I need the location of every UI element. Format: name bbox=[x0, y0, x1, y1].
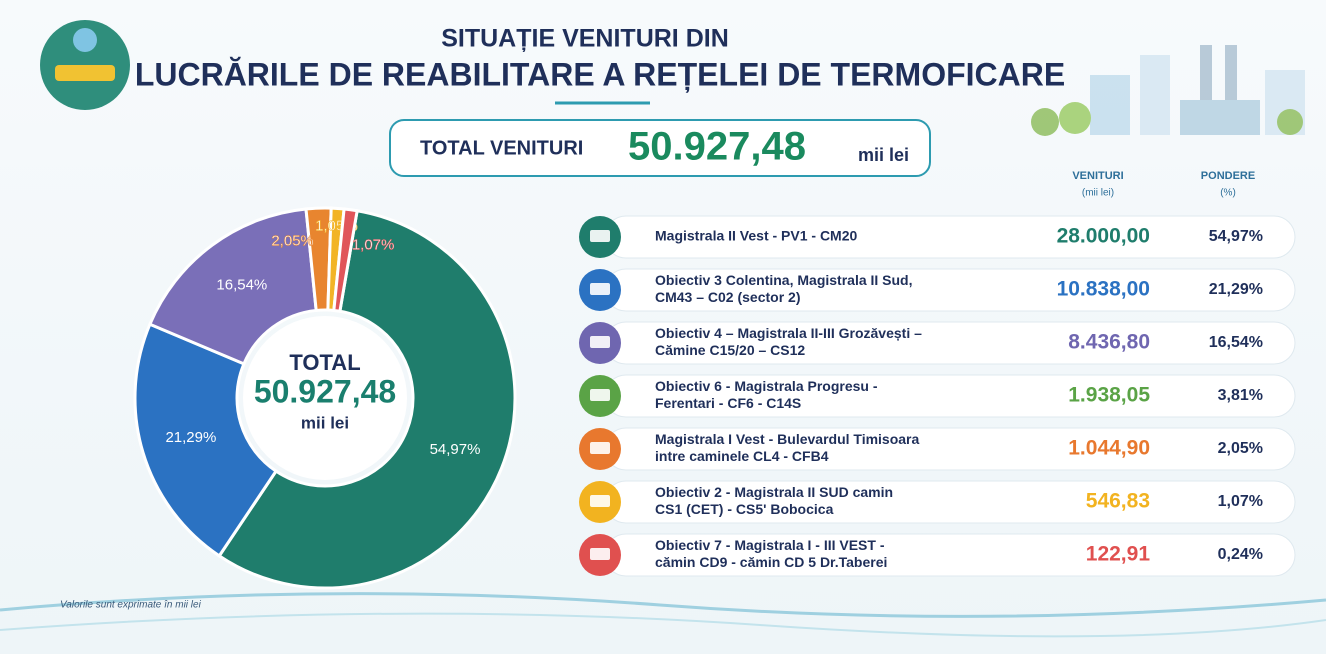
center-unit: mii lei bbox=[301, 413, 349, 432]
row-name: Obiectiv 2 - Magistrala II SUD camin bbox=[655, 484, 893, 500]
row-share: 3,81% bbox=[1218, 387, 1263, 404]
row-name: Cămine C15/20 – CS12 bbox=[655, 342, 805, 358]
row-share: 16,54% bbox=[1209, 334, 1263, 351]
total-box bbox=[389, 119, 931, 177]
row-share: 54,97% bbox=[1209, 228, 1263, 245]
slice-label: 21,29% bbox=[165, 429, 216, 446]
total-label: TOTAL VENITURI bbox=[420, 137, 583, 159]
total-value: 50.927,48 bbox=[628, 125, 806, 169]
title-line-2: LUCRĂRILE DE REABILITARE A REȚELEI DE TE… bbox=[135, 56, 1065, 92]
slice-label: 2,05% bbox=[271, 232, 314, 249]
row-share: 0,24% bbox=[1218, 546, 1263, 563]
logo-detail bbox=[55, 65, 115, 81]
row-name: Obiectiv 6 - Magistrala Progresu - bbox=[655, 378, 878, 394]
pie-slice bbox=[133, 322, 279, 558]
column-title: VENITURI bbox=[1072, 170, 1123, 182]
pie-slice bbox=[217, 209, 517, 590]
row-name: Magistrala II Vest - PV1 - CM20 bbox=[655, 228, 858, 244]
donut-center bbox=[243, 316, 407, 480]
row-revenue: 122,91 bbox=[1086, 543, 1151, 566]
row-icon-glyph bbox=[590, 389, 610, 401]
row-name: CM43 – C02 (sector 2) bbox=[655, 289, 801, 305]
footnote: Valorile sunt exprimate în mii lei bbox=[60, 600, 202, 611]
row-name: Magistrala I Vest - Bulevardul Timisoara bbox=[655, 431, 919, 447]
center-value: 50.927,48 bbox=[254, 373, 396, 409]
wave bbox=[0, 592, 1326, 618]
row-revenue: 28.000,00 bbox=[1057, 225, 1150, 248]
row-name: cămin CD9 - cămin CD 5 Dr.Taberei bbox=[655, 554, 887, 570]
title-line-1: SITUAȚIE VENITURI DIN bbox=[441, 25, 729, 53]
row-icon-glyph bbox=[590, 230, 610, 242]
slice-label: 54,97% bbox=[430, 441, 481, 458]
logo-detail bbox=[73, 28, 97, 52]
column-unit: (%) bbox=[1220, 188, 1236, 199]
pie-slice bbox=[147, 207, 318, 366]
row-name: Obiectiv 7 - Magistrala I - III VEST - bbox=[655, 537, 885, 553]
row-icon-glyph bbox=[590, 442, 610, 454]
slice-label: 1,07% bbox=[352, 236, 395, 253]
row-icon-glyph bbox=[590, 548, 610, 560]
row-icon-glyph bbox=[590, 336, 610, 348]
total-unit: mii lei bbox=[858, 145, 909, 165]
pie-slice bbox=[332, 207, 359, 314]
row-revenue: 1.044,90 bbox=[1068, 437, 1150, 460]
row-share: 21,29% bbox=[1209, 281, 1263, 298]
column-unit: (mii lei) bbox=[1082, 188, 1114, 199]
row-icon-glyph bbox=[590, 495, 610, 507]
row-name: intre caminele CL4 - CFB4 bbox=[655, 448, 829, 464]
row-name: Ferentari - CF6 - C14S bbox=[655, 395, 801, 411]
wave bbox=[0, 612, 1326, 638]
city-illustration bbox=[1031, 45, 1305, 136]
row-revenue: 546,83 bbox=[1086, 490, 1150, 513]
row-share: 2,05% bbox=[1218, 440, 1263, 457]
column-title: PONDERE bbox=[1201, 170, 1255, 182]
row-icon-glyph bbox=[590, 283, 610, 295]
row-name: Obiectiv 3 Colentina, Magistrala II Sud, bbox=[655, 272, 913, 288]
slice-label: 16,54% bbox=[216, 276, 267, 293]
row-revenue: 8.436,80 bbox=[1068, 331, 1150, 354]
center-title: TOTAL bbox=[289, 350, 360, 375]
row-revenue: 1.938,05 bbox=[1068, 384, 1150, 407]
row-name: Obiectiv 4 – Magistrala II-III Grozăveșt… bbox=[655, 325, 922, 341]
row-revenue: 10.838,00 bbox=[1057, 278, 1150, 301]
row-name: CS1 (CET) - CS5' Bobocica bbox=[655, 501, 834, 517]
row-share: 1,07% bbox=[1218, 493, 1263, 510]
